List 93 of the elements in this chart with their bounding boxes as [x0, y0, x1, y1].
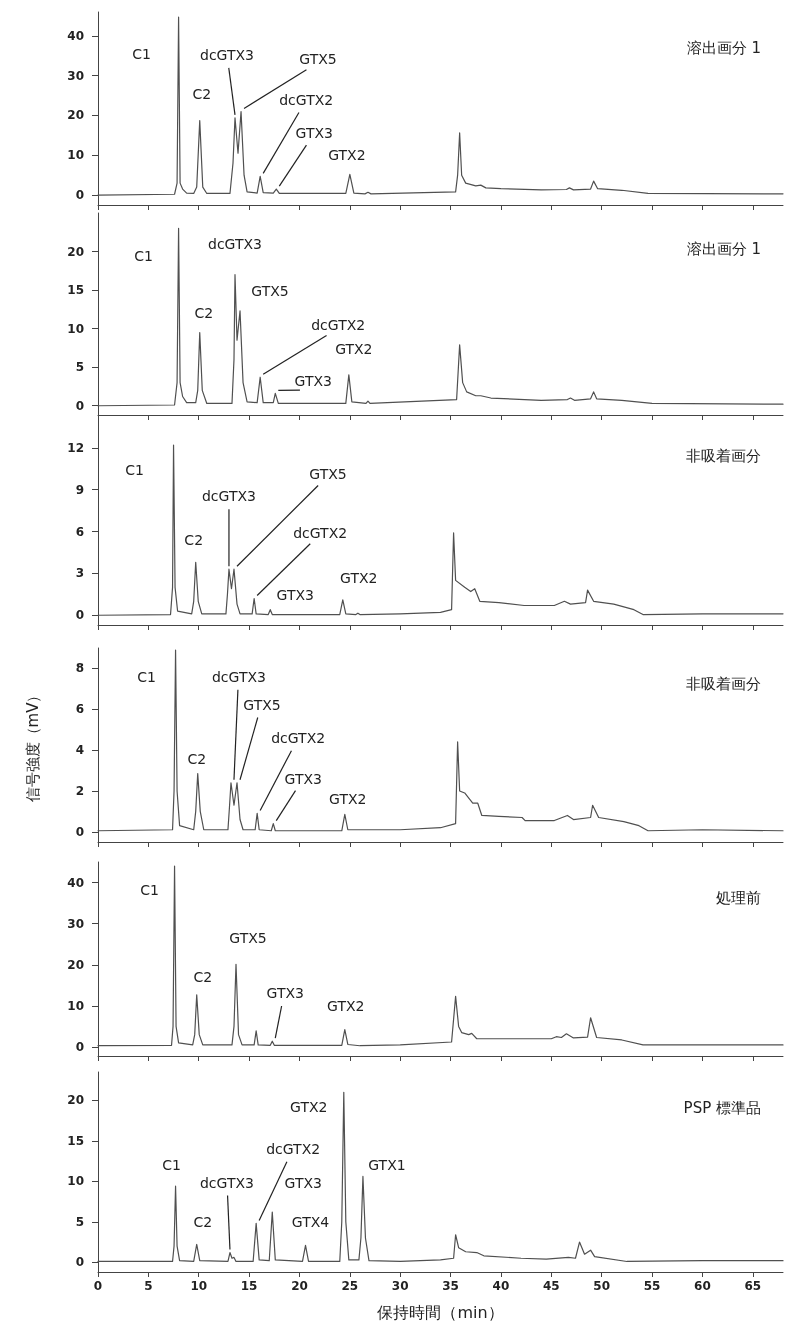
annotation: GTX3: [294, 373, 332, 390]
y-tick-label: 0: [75, 1255, 84, 1270]
y-tick-label: 20: [67, 244, 84, 259]
annotation: C2: [187, 750, 207, 767]
x-tick-label: 35: [442, 1279, 459, 1293]
annotation: 処理前: [716, 888, 761, 907]
y-tick-label: 4: [75, 743, 84, 758]
annotation: GTX2: [335, 340, 373, 357]
y-tick-label: 40: [67, 875, 84, 890]
annotation: dcGTX2: [266, 1141, 321, 1158]
annotation: dcGTX2: [279, 92, 334, 109]
y-tick-label: 5: [75, 360, 84, 375]
y-tick-label: 5: [75, 1214, 84, 1229]
y-tick-label: 30: [67, 916, 84, 931]
y-tick-label: 6: [75, 702, 84, 717]
y-tick-label: 0: [75, 1039, 84, 1054]
y-tick-label: 10: [67, 321, 84, 336]
annotation: 非吸着画分: [686, 674, 761, 693]
annotation: C2: [193, 1214, 213, 1231]
y-tick-label: 20: [67, 957, 84, 972]
annotation: C1: [132, 46, 151, 63]
annotation: dcGTX2: [311, 317, 366, 334]
annotation: 溶出画分 1: [686, 38, 761, 57]
annotation: C1: [137, 669, 156, 686]
annotation: 非吸着画分: [686, 446, 761, 465]
y-tick-label: 10: [67, 148, 84, 163]
annotation: GTX2: [340, 569, 378, 586]
y-tick-label: 0: [75, 824, 84, 839]
x-tick-label: 45: [542, 1279, 560, 1293]
x-tick-label: 40: [492, 1279, 510, 1293]
y-tick-label: 15: [67, 1133, 84, 1148]
x-tick-label: 15: [240, 1279, 258, 1293]
annotation: GTX2: [290, 1099, 328, 1116]
annotation: GTX3: [284, 1175, 322, 1192]
y-tick-label: 15: [67, 283, 84, 298]
y-tick-label: 10: [67, 1174, 84, 1189]
x-tick-label: 30: [391, 1279, 409, 1293]
annotation: C2: [192, 85, 212, 102]
x-tick-label: 65: [744, 1279, 762, 1293]
annotation: C2: [194, 304, 214, 321]
annotation: dcGTX3: [201, 488, 256, 505]
y-tick-label: 10: [67, 998, 84, 1013]
y-tick-label: 2: [75, 783, 84, 798]
y-tick-label: 0: [75, 188, 84, 203]
annotation: GTX3: [266, 985, 304, 1002]
annotation: GTX2: [327, 997, 365, 1014]
annotation: C2: [193, 968, 213, 985]
annotation: C1: [140, 882, 159, 899]
annotation: GTX5: [229, 930, 267, 947]
y-tick-label: 30: [67, 68, 84, 83]
annotation: C2: [184, 532, 204, 549]
annotation: dcGTX3: [199, 1174, 254, 1191]
annotation: dcGTX3: [200, 46, 254, 63]
x-axis-title: 保持時間（min）: [377, 1302, 504, 1322]
y-tick-label: 3: [75, 566, 84, 581]
annotation: C1: [125, 462, 144, 479]
annotation: GTX2: [328, 147, 366, 164]
annotation: dcGTX3: [211, 668, 266, 685]
y-tick-label: 40: [67, 28, 84, 43]
y-tick-label: 6: [75, 524, 84, 539]
annotation: PSP 標準品: [683, 1098, 762, 1117]
annotation: GTX2: [329, 791, 367, 808]
y-tick-label: 0: [75, 608, 84, 623]
annotation: GTX3: [295, 125, 333, 142]
annotation: dcGTX2: [293, 524, 348, 541]
x-tick-label: 50: [593, 1279, 611, 1293]
annotation: GTX5: [299, 51, 337, 68]
annotation: GTX3: [284, 770, 322, 787]
annotation: 溶出画分 1: [686, 239, 761, 258]
y-tick-label: 20: [67, 1093, 84, 1108]
y-tick-label: 20: [67, 108, 84, 123]
annotation: GTX4: [291, 1214, 330, 1231]
annotation: GTX3: [276, 586, 314, 603]
y-axis-title: 信号強度（mV）: [23, 687, 42, 803]
y-tick-label: 12: [67, 440, 84, 455]
x-tick-label: 20: [291, 1279, 308, 1293]
annotation: C1: [162, 1157, 181, 1174]
annotation: GTX5: [309, 466, 347, 483]
x-tick-label: 0: [93, 1279, 103, 1293]
y-tick-label: 0: [75, 398, 84, 413]
x-tick-label: 60: [694, 1279, 711, 1293]
annotation: GTX5: [251, 282, 289, 299]
annotation: GTX5: [243, 696, 281, 713]
annotation: dcGTX2: [271, 730, 326, 747]
x-tick-label: 25: [341, 1279, 359, 1293]
annotation: GTX1: [368, 1157, 406, 1174]
y-tick-label: 9: [75, 482, 84, 497]
annotation: dcGTX3: [208, 235, 262, 252]
x-tick-label: 10: [190, 1279, 208, 1293]
x-tick-label: 55: [643, 1279, 661, 1293]
x-tick-label: 5: [144, 1279, 153, 1293]
annotation: C1: [134, 248, 153, 265]
y-tick-label: 8: [75, 661, 84, 676]
